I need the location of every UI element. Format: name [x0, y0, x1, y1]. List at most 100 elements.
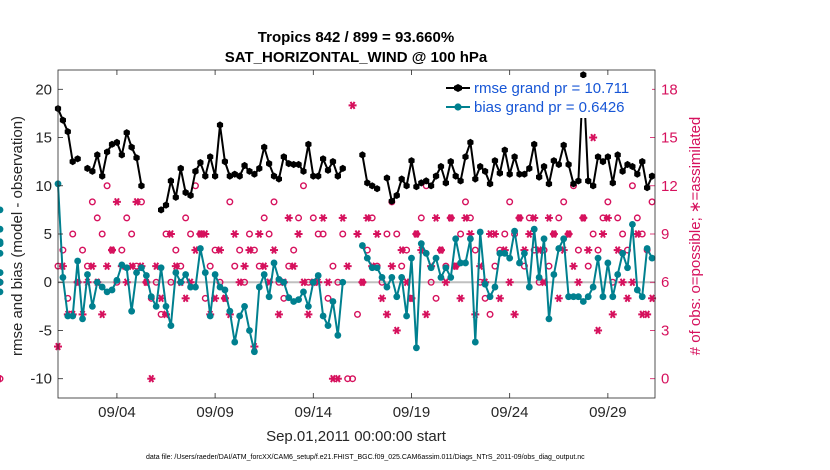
bias-point	[555, 245, 563, 252]
assimilated-obs-marker	[373, 230, 382, 238]
possible-obs-marker	[98, 230, 106, 238]
bias-point	[147, 293, 155, 301]
assimilated-obs-marker	[490, 230, 499, 238]
bias-point	[59, 274, 67, 281]
rmse-point	[482, 167, 489, 175]
rmse-point	[69, 158, 76, 166]
possible-obs-marker	[260, 214, 268, 222]
assimilated-obs-marker	[294, 230, 303, 238]
possible-obs-marker	[589, 230, 597, 238]
possible-obs-marker	[309, 214, 317, 222]
asterisk-stroke	[442, 278, 449, 287]
bias-point	[476, 228, 484, 236]
bias-point	[403, 312, 410, 320]
bias-point	[108, 286, 116, 294]
rmse-point	[594, 153, 602, 161]
rmse-point	[644, 184, 651, 192]
rmse-point	[138, 182, 145, 190]
possible-obs-marker	[93, 214, 101, 222]
rmse-point	[231, 170, 238, 178]
bias-point	[69, 312, 77, 320]
assimilated-obs-marker	[343, 262, 352, 271]
rmse-point	[266, 160, 273, 168]
bias-point	[64, 312, 72, 320]
rmse-point	[207, 153, 214, 161]
assimilated-obs-marker	[382, 310, 391, 319]
asterisk-stroke	[433, 213, 439, 222]
bias-point	[0, 225, 4, 233]
rmse-point	[280, 153, 287, 161]
x-axis-label: Sep.01,2011 00:00:00 start	[266, 428, 447, 445]
rmse-point	[305, 140, 312, 148]
possible-obs-marker	[182, 214, 190, 222]
assimilated-obs-marker	[495, 294, 504, 303]
bias-point	[280, 278, 288, 286]
y-axis-label-right: # of obs: o=possible; ∗=assimilated	[687, 117, 704, 356]
x-tick-label: 09/19	[393, 404, 431, 421]
rmse-point	[432, 172, 440, 180]
bias-point	[579, 298, 587, 305]
possible-obs-marker	[501, 230, 509, 238]
rmse-point	[324, 166, 332, 174]
bias-point	[496, 249, 504, 257]
rmse-point	[609, 179, 616, 187]
asterisk-stroke	[202, 230, 209, 238]
bias-point	[192, 283, 199, 291]
rmse-point	[128, 143, 135, 151]
y-left-tick-label: -5	[39, 322, 52, 339]
bias-point	[560, 235, 568, 243]
asterisk-stroke	[330, 374, 336, 383]
assimilated-obs-marker	[510, 310, 519, 319]
asterisk-stroke	[339, 213, 346, 222]
assimilated-obs-marker	[284, 213, 293, 222]
y-right-tick-label: 15	[661, 130, 678, 147]
rmse-point	[113, 138, 120, 146]
rmse-point	[408, 157, 415, 165]
bias-point	[0, 269, 4, 276]
asterisk-stroke	[413, 230, 420, 238]
asterisk-stroke	[182, 294, 189, 303]
asterisk-stroke	[354, 230, 361, 238]
bias-point	[393, 293, 401, 301]
possible-obs-marker	[393, 230, 401, 238]
asterisk-stroke	[447, 213, 454, 222]
asterisk-stroke	[168, 230, 174, 238]
rmse-point	[162, 201, 170, 209]
asterisk-stroke	[531, 213, 538, 222]
asterisk-stroke	[629, 278, 636, 287]
assimilated-obs-marker	[333, 374, 342, 383]
asterisk-stroke	[231, 230, 238, 238]
possible-obs-marker	[172, 246, 180, 254]
bias-point	[211, 271, 219, 278]
bias-point	[93, 278, 101, 286]
possible-obs-marker	[118, 246, 126, 254]
assimilated-obs-marker	[348, 101, 357, 110]
bias-point	[467, 235, 474, 243]
possible-obs-marker	[584, 262, 592, 270]
rmse-point	[501, 146, 508, 154]
possible-obs-marker	[236, 246, 244, 254]
rmse-point	[575, 177, 582, 185]
legend-rmse-marker	[454, 84, 462, 92]
rmse-point	[506, 170, 513, 178]
possible-obs-marker	[231, 262, 239, 270]
asterisk-stroke	[172, 262, 179, 271]
rmse-point	[521, 170, 528, 178]
assimilated-obs-marker	[235, 278, 244, 287]
bias-point	[604, 259, 612, 267]
asterisk-stroke	[197, 230, 204, 238]
assimilated-obs-marker	[456, 294, 465, 303]
rmse-point	[177, 164, 184, 172]
rmse-point	[64, 128, 71, 136]
bias-point	[138, 264, 145, 272]
bias-point	[408, 254, 415, 262]
rmse-point	[315, 172, 322, 180]
asterisk-stroke	[325, 278, 331, 287]
assimilated-obs-marker	[363, 213, 372, 222]
possible-obs-marker	[619, 230, 627, 238]
possible-obs-marker	[319, 230, 327, 238]
assimilated-obs-marker	[353, 230, 362, 238]
bias-point	[629, 220, 636, 228]
rmse-point	[442, 179, 449, 187]
assimilated-obs-marker	[201, 230, 210, 238]
